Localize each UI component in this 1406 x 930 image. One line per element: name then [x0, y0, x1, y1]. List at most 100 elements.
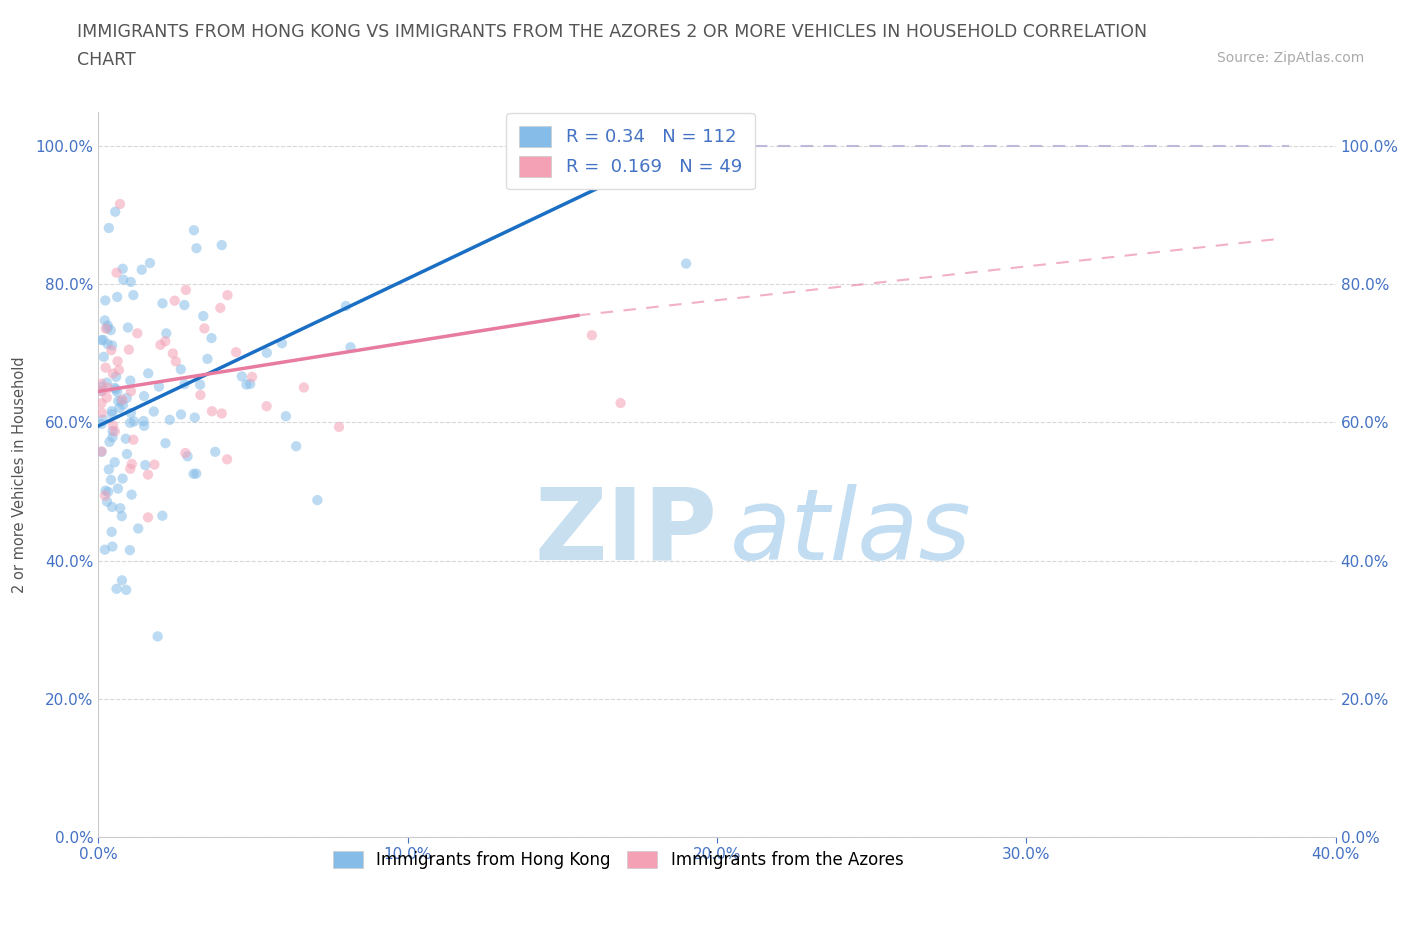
Point — [149, 338, 172, 352]
Point — [204, 445, 226, 459]
Point — [115, 446, 138, 461]
Point — [174, 283, 197, 298]
Point — [90, 445, 112, 459]
Point — [111, 472, 134, 486]
Point — [155, 326, 177, 340]
Point — [271, 336, 294, 351]
Point — [122, 432, 145, 447]
Point — [122, 414, 145, 429]
Point — [256, 345, 278, 360]
Point — [173, 377, 195, 392]
Point — [111, 392, 134, 407]
Point — [101, 418, 124, 432]
Point — [97, 462, 120, 477]
Point — [155, 334, 177, 349]
Point — [107, 393, 129, 408]
Point — [142, 404, 165, 418]
Point — [104, 424, 127, 439]
Point — [170, 362, 193, 377]
Point — [97, 380, 120, 395]
Point — [108, 196, 131, 211]
Point — [100, 404, 122, 418]
Point — [162, 346, 184, 361]
Point — [96, 321, 118, 336]
Point — [118, 342, 141, 357]
Point — [97, 220, 120, 235]
Point — [96, 391, 118, 405]
Point — [155, 436, 177, 451]
Point — [173, 298, 195, 312]
Point — [239, 377, 262, 392]
Point — [136, 467, 159, 482]
Point — [201, 404, 224, 418]
Point — [90, 396, 112, 411]
Point — [90, 417, 112, 432]
Point — [256, 399, 278, 414]
Point — [163, 293, 186, 308]
Point — [110, 500, 132, 515]
Point — [97, 337, 120, 352]
Point — [115, 391, 138, 405]
Point — [94, 484, 117, 498]
Point — [105, 369, 128, 384]
Point — [111, 509, 134, 524]
Point — [101, 499, 124, 514]
Point — [101, 430, 124, 445]
Point — [96, 494, 118, 509]
Point — [110, 393, 132, 408]
Point — [197, 352, 219, 366]
Point — [118, 543, 141, 558]
Text: Source: ZipAtlas.com: Source: ZipAtlas.com — [1216, 51, 1364, 65]
Point — [100, 342, 122, 357]
Point — [111, 573, 134, 588]
Point — [186, 241, 208, 256]
Point — [101, 406, 124, 421]
Point — [134, 418, 156, 433]
Point — [184, 410, 207, 425]
Point — [107, 353, 129, 368]
Point — [122, 287, 145, 302]
Point — [90, 333, 112, 348]
Point — [90, 405, 112, 420]
Point — [152, 296, 174, 311]
Point — [117, 320, 139, 335]
Point — [94, 542, 117, 557]
Point — [105, 265, 128, 280]
Point — [176, 449, 198, 464]
Point — [170, 407, 193, 422]
Point — [100, 525, 122, 539]
Point — [108, 363, 131, 378]
Point — [90, 383, 112, 398]
Point — [335, 299, 357, 313]
Point — [143, 458, 166, 472]
Point — [105, 581, 128, 596]
Point — [101, 366, 124, 381]
Point — [94, 293, 117, 308]
Point — [105, 289, 128, 304]
Point — [132, 414, 155, 429]
Point — [307, 493, 329, 508]
Point — [146, 629, 169, 644]
Point — [131, 262, 153, 277]
Point — [90, 379, 112, 394]
Text: CHART: CHART — [77, 51, 136, 69]
Point — [274, 409, 297, 424]
Point — [114, 432, 136, 446]
Point — [94, 313, 117, 328]
Point — [231, 369, 253, 384]
Point — [101, 539, 124, 554]
Point — [104, 455, 127, 470]
Point — [217, 452, 239, 467]
Point — [94, 488, 117, 503]
Point — [120, 405, 142, 420]
Point — [120, 274, 142, 289]
Point — [121, 487, 143, 502]
Point — [90, 377, 112, 392]
Point — [339, 339, 361, 354]
Point — [581, 327, 603, 342]
Y-axis label: 2 or more Vehicles in Household: 2 or more Vehicles in Household — [13, 356, 27, 592]
Text: ZIP: ZIP — [534, 484, 717, 581]
Point — [136, 365, 159, 380]
Point — [190, 388, 212, 403]
Point — [94, 321, 117, 336]
